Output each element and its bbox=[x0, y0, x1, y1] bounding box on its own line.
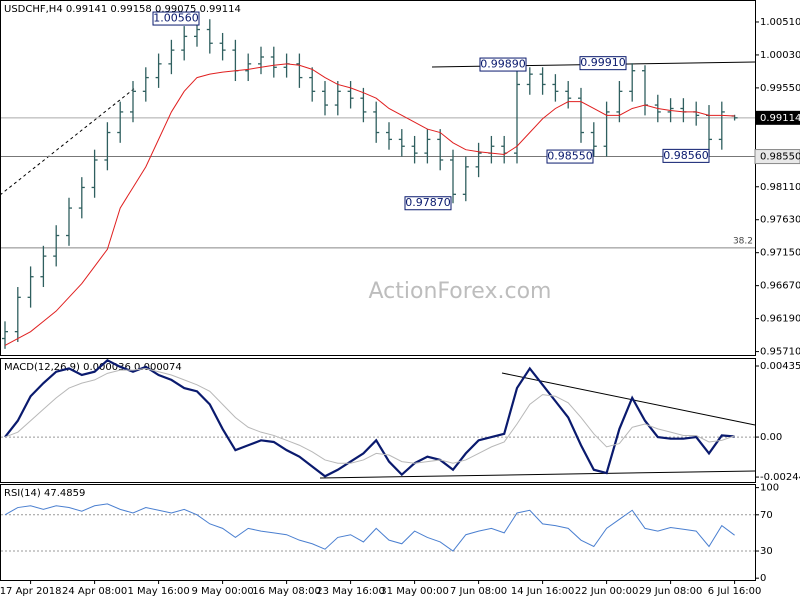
x-tick-label: 14 Jun 16:00 bbox=[511, 586, 575, 597]
last-low: 0.99075 bbox=[155, 4, 196, 15]
signal-value: 0.000074 bbox=[134, 362, 182, 373]
y-tick-label: 30 bbox=[760, 546, 773, 557]
y-tick-label: 100 bbox=[760, 483, 779, 494]
current-price-label: 0.99114 bbox=[760, 113, 800, 124]
support-label: 0.98550 bbox=[760, 152, 800, 163]
macd-value: 0.000036 bbox=[83, 362, 131, 373]
y-tick-label: 0 bbox=[760, 573, 766, 584]
annotation-box bbox=[546, 149, 594, 164]
y-tick-label: 70 bbox=[760, 510, 773, 521]
y-tick-label: 1.00510 bbox=[760, 17, 800, 28]
y-tick-label: -0.002448 bbox=[760, 472, 800, 483]
rsi-name: RSI(14) bbox=[4, 488, 41, 499]
indicator-line bbox=[4, 367, 735, 464]
macd-panel bbox=[0, 358, 756, 483]
last-close: 0.99114 bbox=[200, 4, 241, 15]
x-tick-label: 23 May 16:00 bbox=[316, 586, 385, 597]
annotation-label: 0.98550 bbox=[547, 150, 593, 163]
y-tick-label: 0.004351 bbox=[760, 361, 800, 372]
indicator-line bbox=[4, 358, 735, 478]
moving-average bbox=[4, 63, 735, 346]
x-tick-label: 9 May 00:00 bbox=[191, 586, 253, 597]
y-tick-label: 0.97150 bbox=[760, 248, 800, 259]
annotation-box bbox=[152, 11, 200, 26]
macd-name: MACD(12,26,9) bbox=[4, 362, 80, 373]
annotation-label: 1.00560 bbox=[153, 12, 199, 25]
macd-trend-line bbox=[501, 372, 756, 426]
rsi-value: 47.4859 bbox=[44, 488, 85, 499]
y-tick-label: 0.98110 bbox=[760, 182, 800, 193]
support-box bbox=[754, 149, 800, 165]
annotation-box bbox=[404, 196, 452, 211]
y-tick-label: 0.96670 bbox=[760, 281, 800, 292]
price-title: USDCHF,H4 0.99141 0.99158 0.99075 0.9911… bbox=[4, 4, 241, 15]
x-tick-label: 7 Jun 08:00 bbox=[450, 586, 507, 597]
x-tick-label: 16 May 08:00 bbox=[252, 586, 321, 597]
macd-title: MACD(12,26,9) 0.000036 0.000074 bbox=[4, 362, 182, 373]
watermark: ActionForex.com bbox=[369, 279, 552, 304]
y-tick-label: 0.97630 bbox=[760, 215, 800, 226]
trend-line bbox=[0, 87, 136, 196]
y-tick-label: 1.00030 bbox=[760, 50, 800, 61]
x-tick-label: 29 Jun 08:00 bbox=[639, 586, 703, 597]
annotation-label: 0.97870 bbox=[405, 196, 451, 209]
x-tick-label: 22 Jun 00:00 bbox=[575, 586, 639, 597]
x-tick-label: 6 Jul 16:00 bbox=[708, 586, 762, 597]
fib-label: 38.2 bbox=[733, 236, 753, 246]
symbol: USDCHF,H4 bbox=[4, 4, 63, 15]
annotation-box bbox=[579, 56, 627, 71]
annotation-label: 0.99890 bbox=[480, 58, 526, 71]
last-high: 0.99158 bbox=[110, 4, 151, 15]
y-tick-label: 0.95710 bbox=[760, 347, 800, 358]
x-tick-label: 1 May 16:00 bbox=[127, 586, 189, 597]
y-tick-label: 0.99550 bbox=[760, 83, 800, 94]
y-tick-label: 0.00 bbox=[760, 432, 782, 443]
rsi-title: RSI(14) 47.4859 bbox=[4, 488, 85, 499]
y-tick-label: 0.96190 bbox=[760, 314, 800, 325]
macd-trend-line bbox=[319, 470, 756, 479]
annotation-label: 0.98560 bbox=[663, 149, 709, 162]
annotation-box bbox=[479, 57, 527, 72]
current-price-box bbox=[755, 110, 800, 125]
annotation-label: 0.99910 bbox=[580, 56, 626, 69]
rsi-panel bbox=[0, 484, 756, 581]
annotation-box bbox=[662, 148, 710, 163]
indicator-line bbox=[4, 503, 735, 552]
x-tick-label: 17 Apr 2018 bbox=[0, 586, 62, 597]
x-tick-label: 24 Apr 08:00 bbox=[62, 586, 127, 597]
last-open: 0.99141 bbox=[66, 4, 107, 15]
price-panel bbox=[0, 0, 756, 356]
x-tick-label: 31 May 00:00 bbox=[380, 586, 449, 597]
